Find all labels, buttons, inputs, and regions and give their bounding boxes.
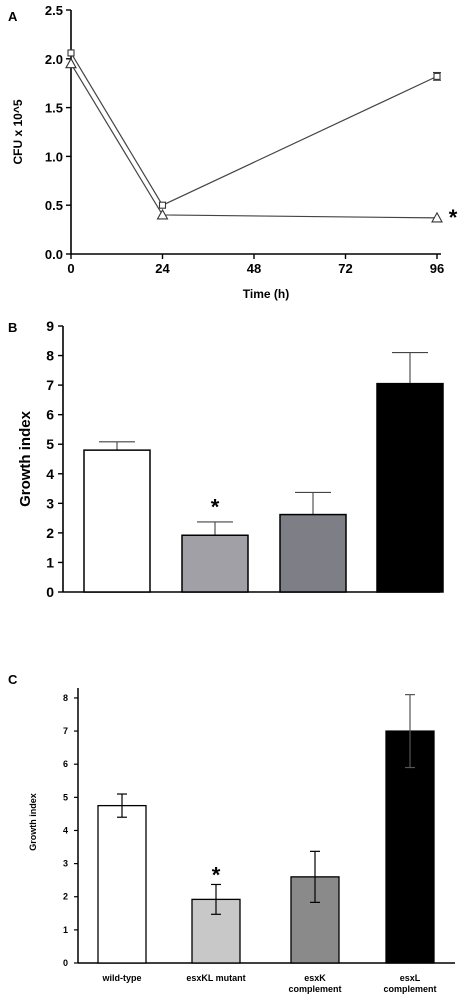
y-tick-label: 1 xyxy=(46,554,54,570)
y-tick-label: 6 xyxy=(46,407,54,423)
bar xyxy=(191,898,241,964)
y-tick-label: 4 xyxy=(46,466,54,482)
y-tick-label: 3 xyxy=(46,495,54,511)
y-tick-label: 0.0 xyxy=(45,247,63,262)
series-line-square xyxy=(70,52,438,206)
y-tick-label: 2.5 xyxy=(45,3,63,18)
x-tick-label: 48 xyxy=(247,261,261,276)
category-label: esxKL mutant xyxy=(186,973,245,983)
y-tick-label: 1.0 xyxy=(45,149,63,164)
significance-asterisk: * xyxy=(449,205,458,230)
data-point-square xyxy=(158,201,167,209)
category-label: esxL xyxy=(400,973,421,983)
data-point-triangle xyxy=(156,208,169,220)
category-label: wild-type xyxy=(101,973,141,983)
y-tick-label: 6 xyxy=(63,759,68,769)
y-tick-label: 2 xyxy=(63,892,68,902)
panel-label-b: B xyxy=(8,320,17,335)
x-tick-label: 24 xyxy=(155,261,170,276)
y-tick-label: 8 xyxy=(46,348,54,364)
panel-label-a: A xyxy=(8,9,18,24)
series-line-triangle xyxy=(70,63,438,219)
y-tick-label: 1 xyxy=(63,925,68,935)
data-point-square xyxy=(67,49,75,57)
category-label: complement xyxy=(288,984,341,994)
x-tick-label: 96 xyxy=(430,261,444,276)
category-label: complement xyxy=(383,984,436,994)
significance-asterisk: * xyxy=(212,863,221,888)
bar xyxy=(181,534,249,593)
panel-label-c: C xyxy=(8,672,18,687)
y-tick-label: 1.5 xyxy=(45,101,63,116)
bar xyxy=(376,382,444,593)
y-tick-label: 0 xyxy=(46,584,54,600)
data-point-square xyxy=(433,72,441,80)
panel-b: B 0 1 2 3 4 5 6 7 8 9 Growth index * xyxy=(8,318,444,600)
bar xyxy=(97,804,147,964)
y-tick-label: 8 xyxy=(63,693,68,703)
data-point-triangle xyxy=(65,57,77,69)
y-tick-label: 7 xyxy=(46,377,54,393)
y-tick-label: 7 xyxy=(63,726,68,736)
x-tick-label: 72 xyxy=(338,261,352,276)
y-axis-title: Growth index xyxy=(28,793,38,851)
y-tick-label: 2.0 xyxy=(45,52,63,67)
y-axis-title: CFU x 10^5 xyxy=(11,99,25,164)
bar xyxy=(83,449,151,593)
x-axis-title: Time (h) xyxy=(243,287,289,301)
significance-asterisk: * xyxy=(211,495,220,520)
panel-c: C 0 1 2 3 4 5 6 7 8 Growth index wild-type esxKL mut… xyxy=(8,672,455,994)
y-axis-title: Growth index xyxy=(17,410,34,506)
x-tick-label: 0 xyxy=(67,261,74,276)
y-tick-label: 5 xyxy=(63,792,68,802)
data-point-triangle xyxy=(431,211,443,223)
y-tick-label: 0.5 xyxy=(45,198,63,213)
y-tick-label: 9 xyxy=(46,318,54,334)
bar xyxy=(279,513,347,593)
category-label: esxK xyxy=(304,973,326,983)
panel-a: A 0.0 0.5 1.0 1.5 2.0 2.5 0 24 48 72 96 Time (h) CFU … xyxy=(8,3,458,301)
y-tick-label: 4 xyxy=(63,825,68,835)
y-tick-label: 2 xyxy=(46,525,54,541)
y-tick-label: 0 xyxy=(63,958,68,968)
y-tick-label: 3 xyxy=(63,859,68,869)
y-tick-label: 5 xyxy=(46,436,54,452)
